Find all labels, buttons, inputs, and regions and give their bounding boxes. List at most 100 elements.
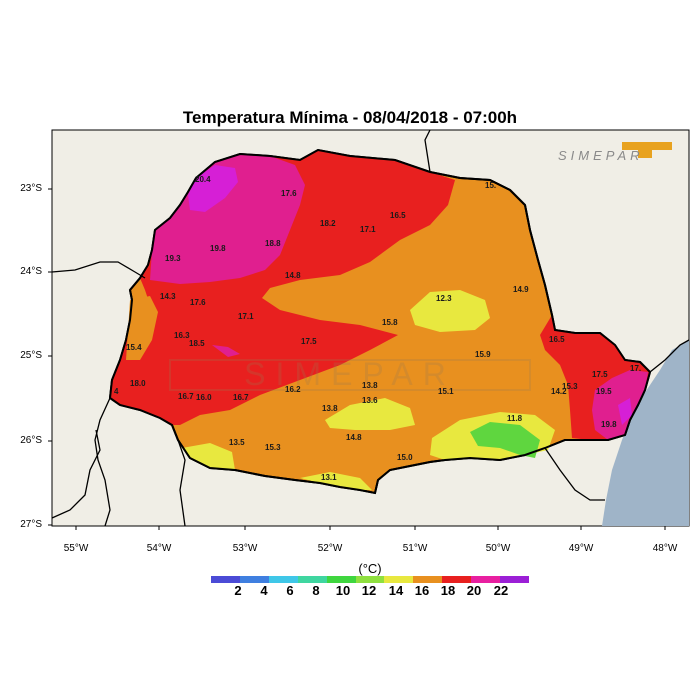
colorbar-label: 16: [414, 583, 430, 598]
station-value: 20.4: [195, 175, 211, 184]
station-value: 16.0: [196, 393, 212, 402]
colorbar-label: 14: [388, 583, 404, 598]
state-region-orange-west: [126, 296, 158, 360]
colorbar-label: 10: [335, 583, 351, 598]
state-region-yellow-4: [182, 443, 235, 470]
station-value: 4: [114, 387, 119, 396]
station-values: 20.4 17.6 18.2 17.1 16.5 15. 19.8 18.8 1…: [114, 175, 641, 482]
colorbar-swatch: [326, 576, 356, 583]
y-tick-label: 26°S: [20, 435, 42, 446]
neighbor-border-2: [94, 397, 111, 527]
station-value: 15.: [485, 181, 496, 190]
colorbar-label: 8: [312, 583, 320, 598]
station-value: 16.5: [549, 335, 565, 344]
station-value: 11.8: [507, 414, 523, 423]
x-tick-label: 51°W: [402, 543, 428, 554]
station-value: 17.5: [592, 370, 608, 379]
station-value: 18.0: [130, 379, 146, 388]
colorbar-label: 22: [493, 583, 509, 598]
x-tick-label: 52°W: [317, 543, 343, 554]
neighbor-border-5: [649, 339, 690, 373]
station-value: 18.2: [320, 219, 336, 228]
neighbor-border-1: [51, 261, 146, 279]
station-value: 19.8: [210, 244, 226, 253]
station-value: 16.2: [285, 385, 301, 394]
station-value: 16.5: [390, 211, 406, 220]
station-value: 15.1: [438, 387, 454, 396]
colorbar-swatch: [211, 576, 240, 583]
station-value: 17.1: [360, 225, 376, 234]
neighbor-border-3: [51, 429, 101, 519]
state-region-green: [470, 422, 540, 458]
colorbar-swatch: [442, 576, 472, 583]
x-tick-label: 48°W: [652, 543, 678, 554]
colorbar-swatch: [384, 576, 414, 583]
neighbor-border-4: [177, 439, 186, 527]
station-value: 13.8: [362, 381, 378, 390]
ocean: [602, 340, 689, 526]
colorbar-swatch: [239, 576, 269, 583]
state-region-violet: [188, 165, 238, 212]
station-value: 14.3: [160, 292, 176, 301]
station-value: 18.5: [189, 339, 205, 348]
station-value: 19.3: [165, 254, 181, 263]
colorbar-swatch: [500, 576, 529, 583]
y-tick-label: 27°S: [20, 519, 42, 530]
simepar-logo-icon: [622, 142, 672, 158]
x-tick-label: 54°W: [146, 543, 172, 554]
station-value: 19.5: [596, 387, 612, 396]
x-tick-label: 49°W: [568, 543, 594, 554]
colorbar-label: 6: [286, 583, 294, 598]
state-region-violet-east: [618, 398, 632, 425]
map-title: Temperatura Mínima - 08/04/2018 - 07:00h: [182, 108, 518, 127]
y-tick-label: 23°S: [20, 183, 42, 194]
station-value: 15.3: [265, 443, 281, 452]
colorbar: [211, 576, 529, 583]
station-value: 15.9: [475, 350, 491, 359]
axis-ticks: [48, 188, 666, 530]
station-value: 19.8: [601, 420, 617, 429]
x-tick-label: 50°W: [485, 543, 511, 554]
colorbar-swatch: [297, 576, 327, 583]
watermark: SIMEPAR: [169, 356, 531, 392]
station-value: 16.3: [174, 331, 190, 340]
state-border: [108, 148, 652, 495]
station-value: 17.1: [238, 312, 254, 321]
station-value: 16.7: [233, 393, 249, 402]
neighbor-border-6: [544, 447, 605, 501]
x-tick-label: 55°W: [63, 543, 89, 554]
station-value: 13.5: [229, 438, 245, 447]
station-value: 17.5: [301, 337, 317, 346]
station-value: 16.7: [178, 392, 194, 401]
station-value: 17.6: [281, 189, 297, 198]
station-value: 15.4: [126, 343, 142, 352]
colorbar-swatch: [471, 576, 501, 583]
y-tick-label: 24°S: [20, 266, 42, 277]
station-value: 14.8: [346, 433, 362, 442]
station-value: 12.3: [436, 294, 452, 303]
svg-text:SIMEPAR: SIMEPAR: [244, 356, 456, 392]
station-value: 14.2: [551, 387, 567, 396]
colorbar-label: 12: [361, 583, 377, 598]
station-value: 17.6: [190, 298, 206, 307]
colorbar-swatch: [355, 576, 385, 583]
station-value: 15.8: [382, 318, 398, 327]
colorbar-swatch: [413, 576, 443, 583]
colorbar-label: 4: [260, 583, 268, 598]
colorbar-swatch: [268, 576, 298, 583]
station-value: 14.9: [513, 285, 529, 294]
state-region-yellow-1: [410, 290, 490, 332]
station-value: 15.0: [397, 453, 413, 462]
station-value: 14.8: [285, 271, 301, 280]
colorbar-label: 18: [440, 583, 456, 598]
state-region-yellow-2: [325, 398, 415, 430]
x-tick-label: 53°W: [232, 543, 258, 554]
colorbar-label: 2: [234, 583, 242, 598]
station-value: 17.: [630, 364, 641, 373]
station-value: 13.8: [322, 404, 338, 413]
simepar-logo-text: SIMEPAR: [558, 148, 644, 163]
station-value: 15.3: [562, 382, 578, 391]
colorbar-label: 20: [466, 583, 482, 598]
y-tick-label: 25°S: [20, 350, 42, 361]
